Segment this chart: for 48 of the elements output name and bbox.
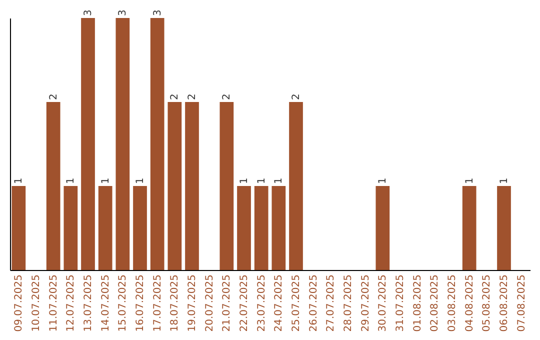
x-tick-label: 12.07.2025: [66, 274, 77, 332]
x-tick-label: 01.08.2025: [412, 274, 424, 332]
x-tick-label: 16.07.2025: [135, 274, 146, 332]
x-tick-label: 20.07.2025: [204, 274, 216, 332]
x-tick-label: 11.07.2025: [48, 274, 60, 332]
data-label: 3: [118, 10, 129, 16]
data-label: 1: [66, 178, 77, 184]
x-tick-label: 28.07.2025: [343, 274, 354, 332]
data-label: 3: [152, 10, 164, 16]
data-label: 2: [170, 94, 181, 100]
x-tick-label: 24.07.2025: [274, 274, 285, 332]
x-tick-label: 23.07.2025: [256, 274, 268, 332]
x-tick-label: 07.08.2025: [516, 274, 528, 332]
x-tick-label: 21.07.2025: [222, 274, 233, 332]
x-tick-label: 15.07.2025: [118, 274, 129, 332]
x-tick-label: 31.07.2025: [395, 274, 406, 332]
data-label: 1: [499, 178, 510, 184]
x-tick-label: 02.08.2025: [430, 274, 441, 332]
x-tick-label: 13.07.2025: [83, 274, 94, 332]
x-tick-label: 25.07.2025: [291, 274, 302, 332]
x-tick-label: 05.08.2025: [482, 274, 493, 332]
data-label: 1: [464, 178, 476, 184]
x-tick-label: 17.07.2025: [152, 274, 164, 332]
x-tick-label: 14.07.2025: [100, 274, 112, 332]
x-tick-label: 06.08.2025: [499, 274, 510, 332]
x-tick-label: 26.07.2025: [308, 274, 320, 332]
data-label: 1: [274, 178, 285, 184]
x-tick-label: 29.07.2025: [360, 274, 372, 332]
data-label: 2: [48, 94, 60, 100]
data-label: 1: [239, 178, 250, 184]
x-tick-label: 18.07.2025: [170, 274, 181, 332]
x-tick-label: 04.08.2025: [464, 274, 476, 332]
data-label: 2: [187, 94, 198, 100]
data-label: 1: [135, 178, 146, 184]
data-label: 3: [83, 10, 94, 16]
data-label: 2: [291, 94, 302, 100]
x-tick-label: 22.07.2025: [239, 274, 250, 332]
x-tick-label: 10.07.2025: [31, 274, 42, 332]
data-label: 1: [14, 178, 25, 184]
data-label: 1: [378, 178, 389, 184]
x-tick-label: 19.07.2025: [187, 274, 198, 332]
x-tick-label: 03.08.2025: [447, 274, 458, 332]
data-label: 2: [222, 94, 233, 100]
x-tick-label: 27.07.2025: [326, 274, 337, 332]
x-tick-label: 09.07.2025: [14, 274, 25, 332]
data-label: 1: [256, 178, 268, 184]
data-label: 1: [100, 178, 112, 184]
x-tick-label: 30.07.2025: [378, 274, 389, 332]
